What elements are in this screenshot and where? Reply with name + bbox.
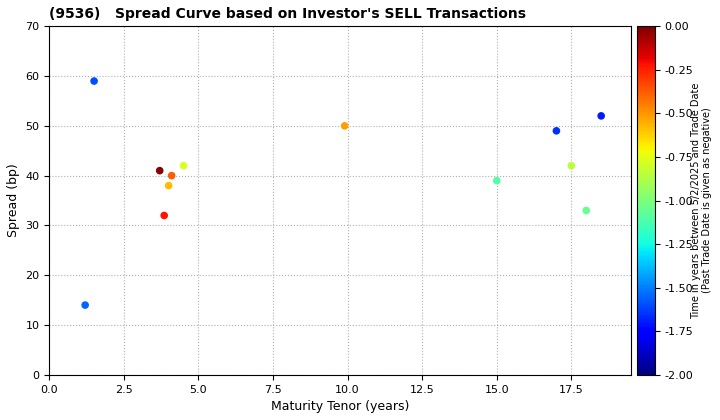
Y-axis label: Spread (bp): Spread (bp) [7,164,20,237]
Point [89,78,100,84]
X-axis label: Maturity Tenor (years): Maturity Tenor (years) [271,400,410,413]
Point [79,302,91,308]
Point [580,207,592,214]
Point [551,127,562,134]
Point [178,162,189,169]
Point [491,177,503,184]
Text: (9536)   Spread Curve based on Investor's SELL Transactions: (9536) Spread Curve based on Investor's … [50,7,526,21]
Point [566,162,577,169]
Point [163,182,174,189]
Point [154,167,166,174]
Point [595,113,607,119]
Y-axis label: Time in years between 5/2/2025 and Trade Date
(Past Trade Date is given as negat: Time in years between 5/2/2025 and Trade… [690,82,712,319]
Point [339,123,351,129]
Point [166,172,177,179]
Point [158,212,170,219]
